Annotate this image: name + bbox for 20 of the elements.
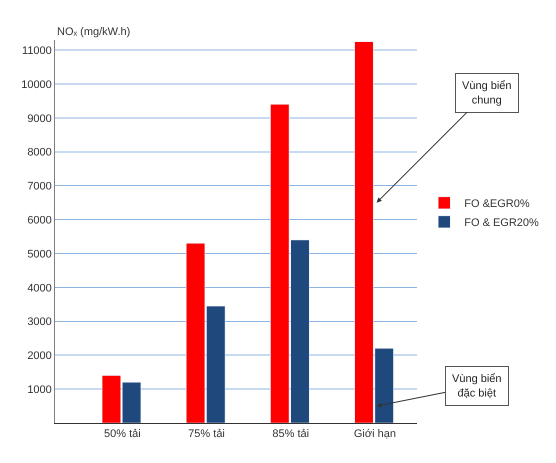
- annotation: Vùng biển đặc biệt: [452, 373, 502, 400]
- y-tick-label: 9000: [27, 112, 52, 125]
- y-tick-label: 7000: [27, 180, 52, 193]
- y-tick-label: 1000: [27, 384, 52, 396]
- y-tick-label: 5000: [27, 248, 52, 260]
- y-tick-label: 8000: [27, 146, 52, 159]
- x-tick-label: 75% tải: [188, 428, 225, 440]
- legend-label: FO &EGR0%: [464, 198, 530, 210]
- y-tick-label: 4000: [27, 282, 52, 294]
- annotation: Vùng biển chung: [462, 80, 512, 106]
- y-tick-label: 3000: [27, 316, 52, 328]
- y-tick-label: 6000: [27, 214, 52, 226]
- x-tick-label: Giới hạn: [354, 428, 396, 440]
- x-tick-label: 85% tải: [272, 428, 310, 440]
- y-tick-label: 11000: [22, 45, 52, 58]
- y-tick-label: 10000: [21, 78, 52, 91]
- x-tick-label: 50% tải: [104, 428, 141, 440]
- y-axis-title: NOₓ (mg/kW.h): [57, 26, 130, 38]
- y-tick-label: 2000: [27, 350, 52, 362]
- legend-label: FO & EGR20%: [464, 217, 540, 230]
